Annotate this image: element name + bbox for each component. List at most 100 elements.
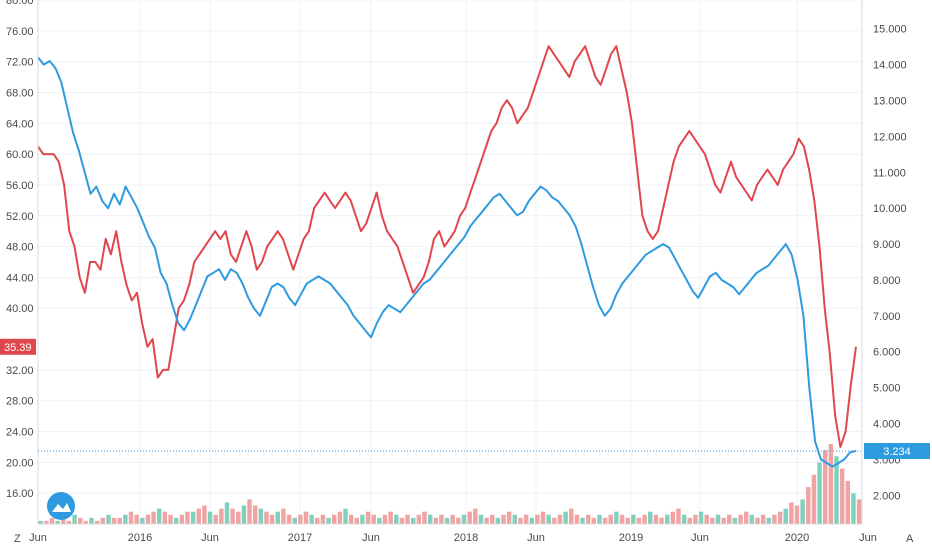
volume-bar: [106, 514, 111, 524]
volume-bar: [800, 499, 805, 524]
volume-bar: [461, 514, 467, 524]
volume-bar: [563, 511, 568, 524]
volume-bar: [331, 514, 337, 524]
volume-bar: [264, 511, 269, 524]
volume-bar: [427, 514, 433, 524]
volume-bar: [710, 517, 715, 524]
volume-bar: [281, 508, 286, 524]
volume-bar: [168, 514, 173, 524]
right-corner-label[interactable]: A: [906, 533, 914, 545]
volume-bar: [202, 505, 207, 524]
volume-bar: [506, 511, 512, 524]
y-right-tick-label: 15.000: [873, 24, 907, 36]
x-tick-label: 2020: [785, 532, 809, 544]
volume-bar: [642, 514, 647, 524]
volume-bar: [66, 520, 72, 524]
volume-bar: [806, 487, 811, 524]
volume-bar: [140, 517, 145, 524]
volume-bar: [653, 514, 659, 524]
left-value-tag: [0, 338, 36, 355]
volume-bar: [687, 517, 692, 524]
y-right-tick-label: 12.000: [873, 131, 907, 143]
volume-bar: [83, 520, 89, 524]
volume-bar: [580, 517, 585, 524]
volume-bar: [190, 511, 196, 524]
volume-bar: [552, 517, 557, 524]
volume-bar: [856, 499, 862, 524]
cloud-logo-icon[interactable]: [47, 492, 75, 520]
y-right-tick-label: 11.000: [873, 167, 906, 179]
volume-bar: [614, 511, 619, 524]
volume-bar: [394, 514, 399, 524]
volume-bar: [405, 514, 410, 524]
volume-bar: [89, 517, 94, 524]
volume-bar: [625, 517, 630, 524]
volume-bar: [416, 514, 422, 524]
volume-bar: [473, 508, 478, 524]
volume-bar: [343, 508, 348, 524]
volume-bar: [145, 514, 151, 524]
y-left-tick-label: 76.00: [6, 26, 34, 38]
volume-bar: [410, 517, 416, 524]
volume-bar: [755, 517, 760, 524]
axes: [37, 0, 863, 525]
volume-bar: [433, 517, 439, 524]
volume-bar: [535, 514, 540, 524]
volume-bar: [151, 511, 156, 524]
volume-bar: [727, 514, 732, 524]
volume-bar: [94, 520, 100, 524]
volume-bar: [484, 517, 489, 524]
volume-bar: [134, 514, 139, 524]
volume-bar: [608, 514, 613, 524]
volume-bar: [512, 514, 518, 524]
volume-bar: [704, 514, 709, 524]
volume-bar: [540, 511, 546, 524]
volume-bar: [309, 514, 314, 524]
volume-bar: [326, 517, 331, 524]
y-right-tick-label: 14.000: [873, 60, 907, 72]
left-corner-label[interactable]: Z: [14, 533, 21, 545]
volume-bar: [478, 514, 484, 524]
y-left-tick-label: 32.00: [6, 365, 34, 377]
x-tick-label: Jun: [201, 532, 219, 544]
y-left-tick-label: 20.00: [6, 457, 34, 469]
volume-bar: [258, 508, 264, 524]
volume-bar: [518, 517, 523, 524]
volume-bar: [360, 514, 365, 524]
volume-bar: [111, 517, 117, 524]
volume-bar: [557, 514, 563, 524]
volume-bar: [241, 505, 247, 524]
volume-bar: [839, 468, 845, 524]
volume-bar: [529, 517, 534, 524]
y-left-tick-label: 60.00: [6, 149, 34, 161]
volume-bar: [61, 517, 66, 524]
y-right-tick-label: 5.000: [873, 383, 901, 395]
y-left-tick-label: 40.00: [6, 303, 34, 315]
volume-bar: [157, 508, 162, 524]
volume-bar: [664, 514, 670, 524]
volume-bar: [693, 514, 698, 524]
volume-bar: [732, 517, 738, 524]
volume-bar: [585, 514, 591, 524]
volume-bar: [128, 511, 134, 524]
volume-bar: [450, 514, 455, 524]
y-left-tick-label: 48.00: [6, 242, 34, 254]
volume-bar: [173, 517, 179, 524]
volume-bar: [123, 514, 128, 524]
x-tick-label: 2017: [288, 532, 312, 544]
volume-bar: [591, 517, 597, 524]
volume-bar: [162, 511, 168, 524]
volume-bar: [196, 508, 201, 524]
volume-bar: [100, 517, 106, 524]
x-tick-label: Jun: [29, 532, 47, 544]
volume-bar: [569, 508, 574, 524]
axis-labels: Jun 2016 Jun 2017 Jun 2018 Jun 2019 Jun 2020 Jun 80…: [0, 0, 930, 545]
y-left-tick-label: 52.00: [6, 211, 34, 223]
volume-bar: [219, 508, 224, 524]
volume-bar: [777, 511, 783, 524]
volume-bar: [772, 514, 777, 524]
volume-bar: [44, 520, 49, 524]
volume-bar: [422, 511, 427, 524]
